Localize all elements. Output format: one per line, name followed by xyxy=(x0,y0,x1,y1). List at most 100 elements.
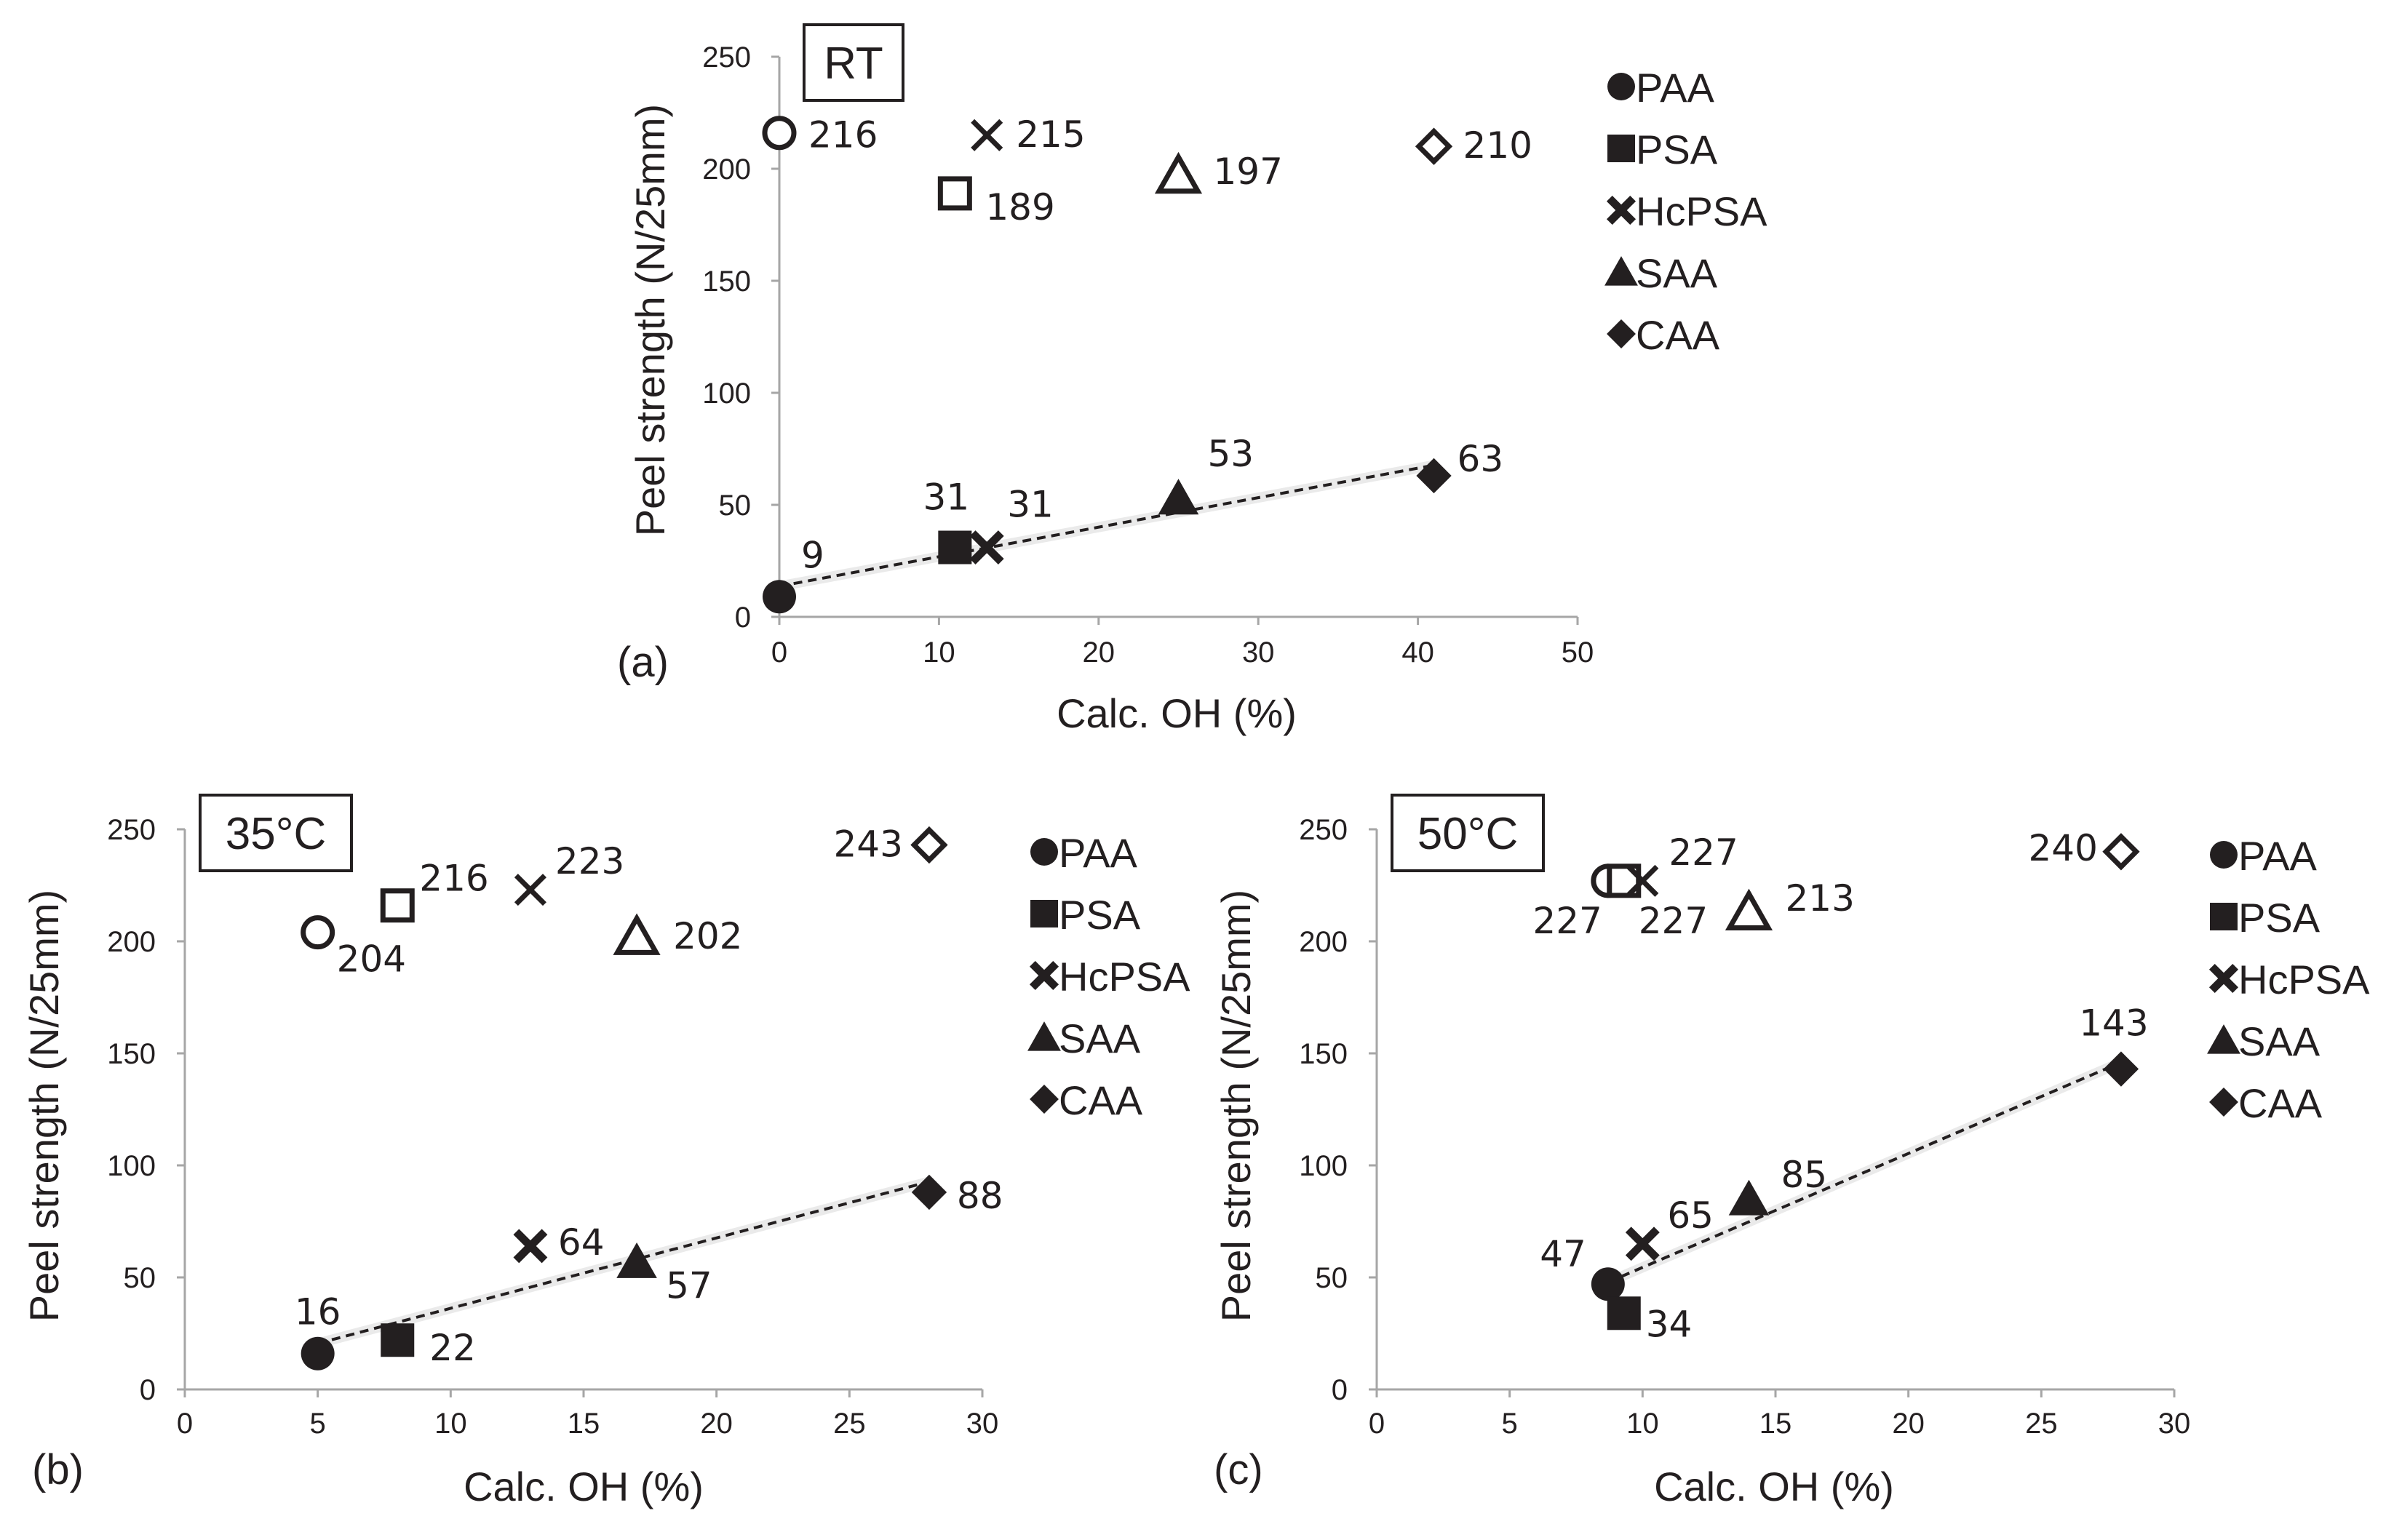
condition-label: 35°C xyxy=(226,809,327,859)
filled-x-marker xyxy=(513,1229,548,1264)
legend-x-marker xyxy=(1029,960,1059,991)
y-tick-label: 0 xyxy=(735,602,751,634)
x-tick-label: 30 xyxy=(1242,637,1275,669)
data-label: 216 xyxy=(419,858,488,900)
legend-label: HcPSA xyxy=(1636,188,1767,234)
chart-panel-2: 0 50 100 150 200 250 0 5 10 15 20 25 30 Calc. OH (%) P… xyxy=(21,794,1190,1509)
y-tick-label: 150 xyxy=(1299,1038,1348,1070)
x-tick-label: 50 xyxy=(1562,637,1594,669)
data-label: 9 xyxy=(801,534,824,576)
y-tick-label: 0 xyxy=(140,1374,156,1406)
x-tick-label: 20 xyxy=(1083,637,1116,669)
x-axis-title: Calc. OH (%) xyxy=(1654,1464,1894,1509)
legend-square-marker xyxy=(2210,903,2238,930)
x-tick-label: 5 xyxy=(310,1408,326,1440)
x-tick-label: 0 xyxy=(771,637,787,669)
data-label: 227 xyxy=(1669,831,1738,874)
filled-diamond-marker xyxy=(911,1174,947,1210)
open-triangle-marker xyxy=(613,913,661,955)
data-label: 143 xyxy=(2079,1002,2148,1045)
y-tick-label: 200 xyxy=(107,926,156,958)
filled-x-marker xyxy=(969,530,1004,564)
legend-x-marker xyxy=(2208,963,2239,994)
filled-square-marker xyxy=(938,530,972,564)
panel-label: (c) xyxy=(1214,1446,1263,1493)
filled-diamond-marker xyxy=(2103,1051,2139,1087)
data-label: 22 xyxy=(429,1327,476,1369)
x-tick-label: 10 xyxy=(1626,1408,1659,1440)
data-label: 53 xyxy=(1208,433,1254,475)
x-tick-label: 10 xyxy=(923,637,955,669)
y-tick-label: 150 xyxy=(107,1038,156,1070)
open-diamond-marker xyxy=(910,826,948,864)
y-tick-label: 150 xyxy=(702,266,751,298)
legend-label: PSA xyxy=(1636,127,1718,172)
open-diamond-marker xyxy=(2102,833,2140,871)
data-label: 223 xyxy=(555,840,624,882)
x-axis-title: Calc. OH (%) xyxy=(1057,690,1297,736)
y-axis-title: Peel strength (N/25mm) xyxy=(627,104,673,536)
data-label: 16 xyxy=(295,1291,341,1333)
x-tick-label: 0 xyxy=(1369,1408,1385,1440)
x-tick-label: 30 xyxy=(2158,1408,2191,1440)
x-tick-label: 25 xyxy=(833,1408,866,1440)
open-circle-marker xyxy=(301,915,335,950)
filled-square-marker xyxy=(1607,1296,1641,1330)
legend-label: PSA xyxy=(1059,892,1141,938)
legend-label: SAA xyxy=(1636,250,1718,296)
data-label: 47 xyxy=(1540,1233,1586,1275)
y-axis-title: Peel strength (N/25mm) xyxy=(1213,890,1259,1322)
data-label: 88 xyxy=(957,1175,1003,1217)
legend-triangle-marker xyxy=(2207,1024,2240,1054)
data-label: 31 xyxy=(1007,484,1054,526)
data-label: 227 xyxy=(1639,900,1708,942)
filled-x-marker xyxy=(1625,1226,1660,1261)
data-label: 34 xyxy=(1646,1303,1693,1345)
open-square-marker xyxy=(380,888,415,923)
open-square-marker xyxy=(937,176,972,211)
data-label: 204 xyxy=(337,938,406,981)
chart-panel-3: 0 50 100 150 200 250 0 5 10 15 20 25 30 Calc. OH (%) P… xyxy=(1213,794,2370,1509)
x-tick-label: 30 xyxy=(966,1408,999,1440)
y-tick-label: 100 xyxy=(107,1150,156,1182)
open-triangle-marker xyxy=(1154,151,1203,194)
legend-label: PAA xyxy=(1636,65,1715,111)
data-label: 240 xyxy=(2028,827,2097,869)
data-label: 85 xyxy=(1781,1154,1827,1196)
y-tick-label: 250 xyxy=(107,814,156,846)
x-axis-title: Calc. OH (%) xyxy=(464,1464,704,1509)
filled-square-marker xyxy=(381,1323,415,1357)
data-label: 65 xyxy=(1667,1194,1714,1237)
panel-label: (a) xyxy=(617,639,669,686)
trendline xyxy=(779,463,1434,588)
data-label: 197 xyxy=(1214,151,1283,193)
filled-circle-marker xyxy=(763,580,796,614)
y-tick-label: 50 xyxy=(719,490,752,522)
filled-triangle-marker xyxy=(1728,1179,1770,1216)
y-tick-label: 250 xyxy=(702,41,751,73)
open-diamond-marker xyxy=(1415,127,1453,165)
condition-box xyxy=(803,23,904,102)
legend-label: HcPSA xyxy=(2238,957,2370,1002)
data-label: 227 xyxy=(1532,900,1602,942)
legend-label: PAA xyxy=(1059,830,1138,876)
legend-label: SAA xyxy=(2238,1018,2321,1064)
filled-triangle-marker xyxy=(1158,479,1199,515)
x-tick-label: 5 xyxy=(1502,1408,1518,1440)
data-label: 64 xyxy=(558,1221,605,1264)
legend-circle-marker xyxy=(1607,73,1635,100)
legend-diamond-marker xyxy=(1030,1085,1059,1114)
trendline xyxy=(1607,1061,2122,1284)
legend-label: SAA xyxy=(1059,1016,1141,1061)
legend-triangle-marker xyxy=(1604,256,1638,286)
filled-triangle-marker xyxy=(616,1242,657,1278)
open-circle-marker xyxy=(762,116,797,151)
legend-triangle-marker xyxy=(1027,1021,1061,1051)
data-label: 31 xyxy=(923,476,970,519)
condition-label: RT xyxy=(824,39,883,89)
legend-square-marker xyxy=(1607,135,1635,162)
y-tick-label: 0 xyxy=(1332,1374,1348,1406)
legend-label: CAA xyxy=(1636,312,1720,358)
